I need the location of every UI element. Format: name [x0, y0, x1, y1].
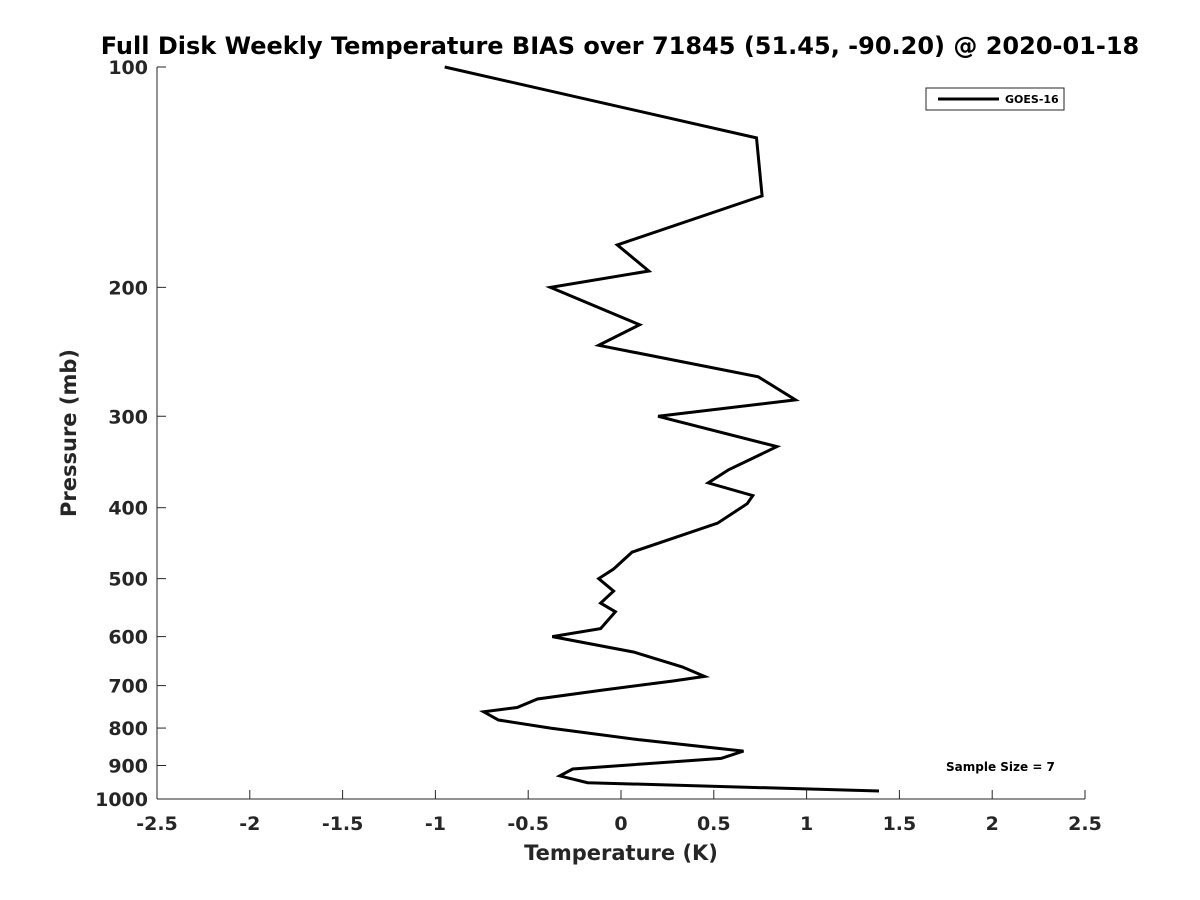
x-tick-label: 0: [614, 813, 627, 835]
x-tick-label: 2: [986, 813, 999, 835]
y-tick-label: 400: [108, 498, 148, 520]
x-tick-label: 0.5: [697, 813, 731, 835]
y-tick-label: 900: [108, 756, 148, 778]
y-axis-ticks: 100 200 300 400 500 600 700 800 900 1000: [95, 57, 166, 811]
y-tick-label: 500: [108, 569, 148, 591]
x-tick-label: -1: [425, 813, 446, 835]
y-tick-label: 700: [108, 676, 148, 698]
y-tick-label: 100: [108, 57, 148, 79]
y-tick-label: 600: [108, 627, 148, 649]
series-layer: [444, 65, 880, 793]
legend: GOES-16: [925, 87, 1065, 111]
x-tick-label: 2.5: [1068, 813, 1102, 835]
x-tick-label: -2: [239, 813, 260, 835]
x-axis-ticks: -2.5 -2 -1.5 -1 -0.5 0 0.5 1 1.5 2 2.5: [136, 790, 1102, 835]
x-tick-label: -1.5: [322, 813, 364, 835]
x-tick-label: 1.5: [883, 813, 917, 835]
x-tick-label: -2.5: [136, 813, 178, 835]
y-tick-label: 800: [108, 718, 148, 740]
series-line-goes-16: [444, 65, 880, 793]
x-tick-label: 1: [800, 813, 813, 835]
x-axis-label: Temperature (K): [524, 841, 718, 865]
y-axis-label: Pressure (mb): [57, 349, 81, 517]
x-tick-label: -0.5: [507, 813, 549, 835]
y-tick-label: 1000: [95, 789, 148, 811]
chart-title: Full Disk Weekly Temperature BIAS over 7…: [101, 32, 1140, 60]
y-tick-label: 300: [108, 406, 148, 428]
y-tick-label: 200: [108, 277, 148, 299]
sample-size-annotation: Sample Size = 7: [946, 760, 1055, 774]
legend-label: GOES-16: [1005, 93, 1059, 106]
plot-area: [157, 67, 1085, 799]
